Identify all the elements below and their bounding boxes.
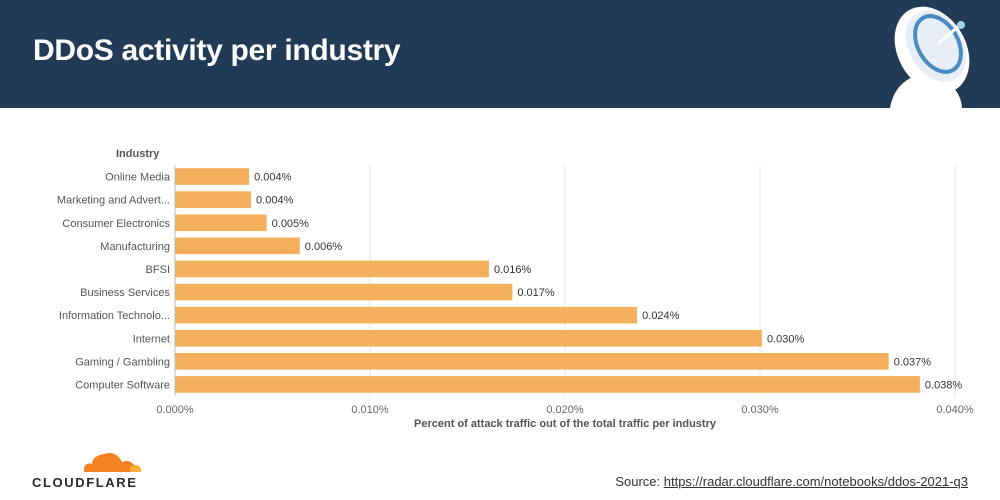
- data-label: 0.037%: [894, 356, 932, 368]
- data-label: 0.004%: [256, 195, 294, 207]
- x-tick-label: 0.040%: [936, 404, 974, 416]
- category-label: BFSI: [146, 264, 170, 276]
- cloudflare-logo-icon: [84, 453, 142, 472]
- x-axis-title: Percent of attack traffic out of the tot…: [414, 418, 716, 430]
- x-tick-label: 0.020%: [546, 404, 584, 416]
- x-tick-label: 0.010%: [351, 404, 389, 416]
- source-link[interactable]: https://radar.cloudflare.com/notebooks/d…: [663, 474, 968, 489]
- data-label: 0.038%: [925, 379, 963, 391]
- bar: [175, 237, 300, 255]
- data-label: 0.024%: [642, 310, 680, 322]
- data-label: 0.016%: [494, 264, 532, 276]
- category-label: Information Technolo...: [59, 310, 170, 322]
- logo-text: CLOUDFLARE: [32, 475, 138, 490]
- bar-chart: 0.000% 0.010% 0.020% 0.030% 0.040% Online Med…: [57, 165, 974, 416]
- data-label: 0.006%: [305, 241, 343, 253]
- category-label: Manufacturing: [100, 241, 170, 253]
- bar: [175, 191, 252, 208]
- x-tick-label: 0.000%: [156, 404, 194, 416]
- data-label: 0.030%: [767, 333, 805, 345]
- bar: [175, 329, 762, 347]
- bar: [175, 283, 513, 301]
- data-label: 0.017%: [517, 287, 555, 299]
- chart-title: DDoS activity per industry: [33, 34, 401, 67]
- bar: [175, 260, 489, 278]
- bar: [175, 353, 889, 370]
- header-banner: DDoS activity per industry: [0, 0, 1000, 108]
- category-label: Business Services: [80, 287, 170, 299]
- bar: [175, 168, 250, 185]
- category-label: Computer Software: [75, 379, 170, 391]
- bar: [175, 376, 920, 393]
- category-label: Internet: [133, 333, 170, 345]
- data-label: 0.004%: [254, 172, 292, 184]
- category-label: Marketing and Advert...: [57, 195, 170, 207]
- category-label: Online Media: [105, 172, 171, 184]
- source-label: Source:: [615, 474, 664, 489]
- bar: [175, 214, 267, 232]
- satellite-dish-icon: [890, 6, 970, 108]
- category-label: Gaming / Gambling: [75, 356, 170, 368]
- category-label: Consumer Electronics: [62, 218, 170, 230]
- bar: [175, 306, 638, 324]
- source-note: Source: https://radar.cloudflare.com/not…: [615, 474, 968, 489]
- data-label: 0.005%: [272, 218, 310, 230]
- x-tick-label: 0.030%: [741, 404, 779, 416]
- y-axis-title: Industry: [116, 148, 160, 160]
